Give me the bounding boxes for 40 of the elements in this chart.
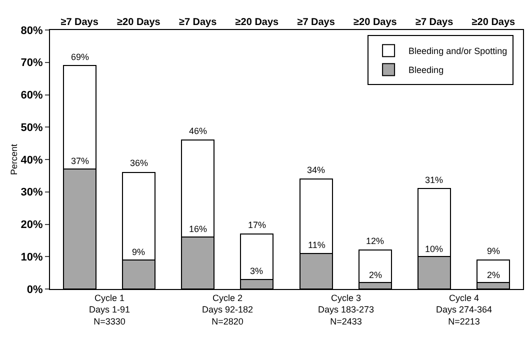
data-label: 11% (308, 240, 326, 250)
y-tick-label: 0% (26, 284, 44, 296)
y-tick-label: 10% (20, 251, 44, 264)
y-axis-title: Percent (8, 144, 19, 176)
data-label: 2% (487, 270, 500, 280)
data-label: 10% (425, 244, 444, 254)
y-tick-label: 50% (20, 122, 44, 134)
legend-label: Bleeding and/or Spotting (408, 46, 508, 56)
total-label: 69% (71, 52, 90, 62)
y-tick-label: 80% (20, 24, 44, 37)
total-label: 9% (487, 246, 500, 256)
total-label: 36% (130, 158, 148, 168)
total-label: 46% (189, 126, 208, 136)
x-tick-label: ≥7 Days (178, 17, 218, 28)
text: Cycle 2 Days 92-182 N=2820 (202, 293, 254, 326)
data-label: 2% (369, 270, 382, 280)
y-tick-label: 20% (20, 219, 44, 232)
data-label: 3% (250, 266, 264, 276)
total-label: 17% (248, 220, 266, 230)
data-label: 16% (189, 224, 208, 234)
total-label: 34% (307, 165, 326, 175)
total-label: 12% (366, 236, 384, 246)
x-tick-label: ≥7 Days (60, 17, 99, 28)
data-label: 9% (132, 247, 146, 257)
x-tick-label: ≥20 Days (354, 17, 398, 28)
x-tick-label: ≥7 Days (297, 17, 336, 28)
y-tick-label: 70% (20, 57, 44, 70)
text: Cycle 4 Days 274-364 N=2213 (436, 293, 492, 326)
data-label: 37% (71, 156, 90, 166)
total-label: 31% (425, 175, 444, 185)
y-tick-label: 60% (20, 90, 44, 102)
x-tick-label: ≥20 Days (472, 17, 516, 28)
y-tick-label: 40% (20, 154, 44, 166)
text: Cycle 3 Days 183-273 N=2433 (318, 293, 374, 326)
x-tick-label: ≥20 Days (235, 17, 280, 28)
x-tick-label: ≥20 Days (117, 17, 161, 28)
text: Cycle 1 Days 1-91 N=3330 (89, 293, 130, 326)
x-tick-label: ≥7 Days (415, 17, 454, 28)
legend-label: Bleeding (408, 65, 444, 76)
y-tick-label: 30% (20, 186, 44, 199)
